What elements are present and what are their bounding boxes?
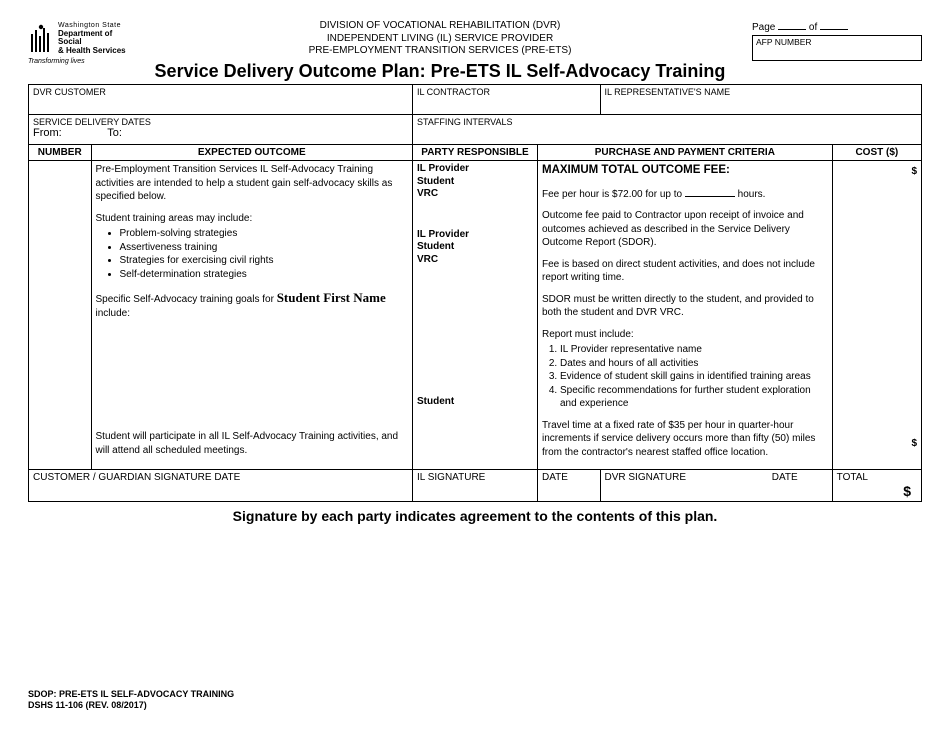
form-footer: SDOP: PRE-ETS IL SELF-ADVOCACY TRAINING …: [28, 689, 234, 711]
page-label-mid: of: [809, 22, 817, 33]
student-name-placeholder: Student First Name: [277, 290, 386, 305]
goals-line: Specific Self-Advocacy training goals fo…: [96, 289, 408, 320]
col-expected: EXPECTED OUTCOME: [91, 145, 412, 161]
head-line-1: DIVISION OF VOCATIONAL REHABILITATION (D…: [128, 20, 752, 33]
cost-cell[interactable]: $ $: [832, 161, 921, 470]
list-item: Assertiveness training: [120, 241, 408, 255]
page-indicator: Page of: [752, 20, 922, 33]
criteria-p2: Fee is based on direct student activitie…: [542, 258, 828, 285]
criteria-cell: MAXIMUM TOTAL OUTCOME FEE: Fee per hour …: [538, 161, 833, 470]
outcome-intro: Pre-Employment Transition Services IL Se…: [96, 163, 408, 204]
dshs-logo-icon: [28, 22, 54, 56]
party-block-3: Student: [417, 396, 533, 409]
il-contractor-field[interactable]: IL CONTRACTOR: [412, 85, 600, 115]
signature-row: CUSTOMER / GUARDIAN SIGNATURE DATE IL SI…: [29, 470, 922, 502]
list-item: Evidence of student skill gains in ident…: [560, 370, 828, 384]
max-fee-label: MAXIMUM TOTAL OUTCOME FEE:: [542, 163, 828, 179]
from-label: From:: [33, 127, 62, 139]
list-item: Self-determination strategies: [120, 268, 408, 282]
page-label-pre: Page: [752, 22, 775, 33]
travel-text: Travel time at a fixed rate of $35 per h…: [542, 419, 828, 460]
report-lead: Report must include:: [542, 328, 828, 342]
list-item: Dates and hours of all activities: [560, 357, 828, 371]
staffing-intervals-field[interactable]: STAFFING INTERVALS: [412, 115, 921, 145]
footer-line-1: SDOP: PRE-ETS IL SELF-ADVOCACY TRAINING: [28, 689, 234, 700]
cost-dollar-2: $: [837, 437, 917, 451]
footer-line-2: DSHS 11-106 (REV. 08/2017): [28, 700, 234, 711]
agency-logo-block: Washington State Department of Social & …: [28, 20, 128, 66]
criteria-p1: Outcome fee paid to Contractor upon rece…: [542, 209, 828, 250]
list-item: Problem-solving strategies: [120, 227, 408, 241]
training-areas-list: Problem-solving strategies Assertiveness…: [120, 227, 408, 281]
to-label: To:: [107, 127, 122, 139]
customer-signature-field[interactable]: CUSTOMER / GUARDIAN SIGNATURE DATE: [29, 470, 413, 502]
report-items-list: IL Provider representative name Dates an…: [560, 343, 828, 411]
party-block-1: IL Provider Student VRC: [417, 163, 533, 201]
col-party: PARTY RESPONSIBLE: [412, 145, 537, 161]
list-item: Specific recommendations for further stu…: [560, 384, 828, 411]
page-total-blank[interactable]: [820, 20, 848, 30]
form-table: DVR CUSTOMER IL CONTRACTOR IL REPRESENTA…: [28, 84, 922, 502]
party-responsible-cell: IL Provider Student VRC IL Provider Stud…: [412, 161, 537, 470]
head-line-2: INDEPENDENT LIVING (IL) SERVICE PROVIDER: [128, 33, 752, 46]
il-rep-field[interactable]: IL REPRESENTATIVE'S NAME: [600, 85, 922, 115]
total-dollar: $: [837, 483, 917, 499]
list-item: Strategies for exercising civil rights: [120, 254, 408, 268]
dvr-customer-field[interactable]: DVR CUSTOMER: [29, 85, 413, 115]
criteria-p3: SDOR must be written directly to the stu…: [542, 293, 828, 320]
column-header-row: NUMBER EXPECTED OUTCOME PARTY RESPONSIBL…: [29, 145, 922, 161]
col-number: NUMBER: [29, 145, 92, 161]
content-row: Pre-Employment Transition Services IL Se…: [29, 161, 922, 470]
hours-blank[interactable]: [685, 187, 735, 197]
tagline-text: Transforming lives: [28, 58, 128, 66]
identity-row: DVR CUSTOMER IL CONTRACTOR IL REPRESENTA…: [29, 85, 922, 115]
header: Washington State Department of Social & …: [28, 20, 922, 82]
number-cell[interactable]: [29, 161, 92, 470]
areas-lead: Student training areas may include:: [96, 212, 408, 226]
service-dates-field[interactable]: SERVICE DELIVERY DATES From: To:: [29, 115, 413, 145]
cost-dollar-1: $: [837, 165, 917, 179]
participate-text: Student will participate in all IL Self-…: [96, 430, 408, 457]
center-heading: DIVISION OF VOCATIONAL REHABILITATION (D…: [128, 20, 752, 82]
page-afp-block: Page of AFP NUMBER: [752, 20, 922, 61]
col-cost: COST ($): [832, 145, 921, 161]
expected-outcome-cell: Pre-Employment Transition Services IL Se…: [91, 161, 412, 470]
afp-number-field[interactable]: AFP NUMBER: [752, 35, 922, 61]
afp-label: AFP NUMBER: [756, 37, 812, 47]
il-signature-field[interactable]: IL SIGNATURE: [412, 470, 537, 502]
dvr-signature-field[interactable]: DVR SIGNATURE DATE: [600, 470, 832, 502]
party-block-2: IL Provider Student VRC: [417, 229, 533, 267]
fee-per-hour: Fee per hour is $72.00 for up to hours.: [542, 187, 828, 202]
list-item: IL Provider representative name: [560, 343, 828, 357]
agreement-statement: Signature by each party indicates agreem…: [28, 508, 922, 524]
form-title: Service Delivery Outcome Plan: Pre-ETS I…: [128, 60, 752, 83]
il-date-field[interactable]: DATE: [538, 470, 601, 502]
total-field[interactable]: TOTAL $: [832, 470, 921, 502]
dates-row: SERVICE DELIVERY DATES From: To: STAFFIN…: [29, 115, 922, 145]
page-current-blank[interactable]: [778, 20, 806, 30]
head-line-3: PRE-EMPLOYMENT TRANSITION SERVICES (PRE-…: [128, 45, 752, 58]
col-criteria: PURCHASE AND PAYMENT CRITERIA: [538, 145, 833, 161]
